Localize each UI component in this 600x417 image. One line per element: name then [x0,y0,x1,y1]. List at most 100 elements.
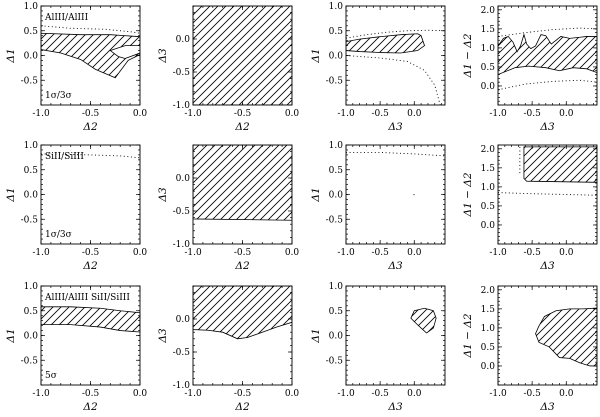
y-axis-label: Δ1 [310,48,322,63]
plot-frame [345,285,446,386]
shaded-region [193,145,292,221]
x-axis-label: Δ3 [387,401,403,413]
y-tick-label: 0.0 [176,174,191,184]
y-tick-label: 1.0 [329,2,344,12]
y-tick-label: -0.5 [21,215,39,225]
excluded-region [109,45,140,59]
y-tick-label: 0.5 [481,63,496,73]
panel-r2-c1: -1.0 -0.5 0.0 -0.5 0.0 0.5 1.0 Δ2 Δ1 SiII/SiIII 1σ… [5,141,147,272]
row-label: AlIII/AlIII SiII/SiIII [44,293,130,303]
y-tick-label: -0.5 [173,207,191,217]
shaded-region [498,33,597,75]
panel-r3-c4: -1.0 -0.5 0.0 0.0 0.5 1.0 1.5 2.0 Δ3 Δ1 − Δ2 [462,285,598,413]
y-tick-label: 0.0 [481,362,496,372]
y-tick-label: 0.5 [24,307,39,317]
x-tick-label: -0.5 [82,109,100,119]
x-tick-label: -1.0 [184,109,202,119]
y-tick-label: 0.0 [481,82,496,92]
y-axis-label: Δ1 [5,328,17,343]
y-tick-label: 0.0 [176,35,191,45]
x-axis-label: Δ2 [234,401,250,413]
panel-r3-c2: -1.0 -0.5 0.0 -1.0 -0.5 0.0 Δ2 Δ3 [157,285,300,413]
x-tick-label: -1.0 [489,248,507,258]
shaded-region [535,307,597,367]
x-tick-label: -1.0 [184,248,202,258]
y-tick-label: 0.0 [329,332,344,342]
dotted-contour [413,193,416,196]
x-axis-label: Δ3 [387,121,403,133]
y-axis-label: Δ1 [310,187,322,202]
x-tick-label: 0.0 [133,248,148,258]
y-tick-label: 0.5 [481,343,496,353]
x-axis-label: Δ2 [82,401,98,413]
x-axis-label: Δ2 [82,260,98,272]
x-axis-label: Δ2 [82,121,98,133]
y-tick-label: -1.0 [173,381,191,391]
x-tick-label: -0.5 [234,248,252,258]
x-axis-label: Δ2 [234,121,250,133]
y-tick-label: -0.5 [21,76,39,86]
x-tick-label: -0.5 [234,109,252,119]
y-tick-label: 2.0 [481,145,496,155]
y-axis-label: Δ3 [157,48,169,64]
panel-r1-c4: -1.0 -0.5 0.0 0.0 0.5 1.0 1.5 2.0 Δ3 Δ1 − Δ2 [462,5,598,133]
panel-r2-c3: -1.0 -0.5 0.0 -0.5 0.0 0.5 1.0 Δ3 Δ1 [310,141,446,272]
plot-area [498,27,597,91]
dotted-contour [498,79,597,91]
x-tick-label: 0.0 [285,389,300,399]
panel-r1-c1: -1.0 -0.5 0.0 -0.5 0.0 0.5 1.0 Δ2 Δ1 AlIII/AlIII 1… [5,2,147,133]
x-tick-label: 0.0 [559,109,574,119]
sigma-label: 1σ/3σ [45,91,72,101]
y-tick-label: 1.0 [329,282,344,292]
y-tick-label: 1.0 [24,282,39,292]
panel-r1-c3: -1.0 -0.5 0.0 -0.5 0.0 0.5 1.0 Δ3 Δ1 [310,2,446,133]
plot-area [410,307,437,334]
x-tick-label: 0.0 [285,248,300,258]
x-tick-label: -1.0 [337,248,355,258]
y-tick-label: -1.0 [173,240,191,250]
x-axis-label: Δ3 [539,260,555,272]
y-tick-label: 0.0 [24,52,39,62]
x-tick-label: 0.0 [407,109,422,119]
y-tick-label: 1.0 [481,44,496,54]
plot-area [193,145,292,221]
plot-area [535,307,597,367]
x-tick-label: -0.5 [82,248,100,258]
x-tick-label: -1.0 [489,109,507,119]
y-tick-label: 0.0 [176,315,191,325]
x-tick-label: -1.0 [337,109,355,119]
y-tick-label: 2.0 [481,6,496,16]
x-tick-label: -1.0 [32,389,50,399]
y-tick-label: -0.5 [173,348,191,358]
plot-area [346,29,445,105]
y-tick-label: 1.5 [481,305,496,315]
x-tick-label: 0.0 [559,389,574,399]
panel-r2-c2: -1.0 -0.5 0.0 -1.0 -0.5 0.0 Δ2 Δ3 [157,144,300,272]
y-tick-label: 1.0 [24,141,39,151]
row-label: AlIII/AlIII [44,13,89,23]
plot-area [193,286,292,340]
x-tick-label: -0.5 [234,389,252,399]
dotted-contour [346,151,445,157]
plot-area [41,25,140,79]
row-label: SiII/SiIII [45,152,84,162]
x-tick-label: -1.0 [184,389,202,399]
x-tick-label: 0.0 [133,389,148,399]
y-tick-label: 0.5 [24,27,39,37]
x-axis-label: Δ3 [387,260,403,272]
y-axis-label: Δ1 [5,48,17,63]
x-tick-label: 0.0 [407,389,422,399]
x-tick-label: -0.5 [82,389,100,399]
y-axis-label: Δ1 − Δ2 [462,313,474,358]
dotted-contour [41,25,140,34]
y-tick-label: 1.0 [24,2,39,12]
panel-r3-c3: -1.0 -0.5 0.0 -0.5 0.0 0.5 1.0 Δ3 Δ1 [310,282,446,413]
x-tick-label: -1.0 [32,109,50,119]
y-tick-label: 0.5 [329,307,344,317]
y-axis-label: Δ3 [157,187,169,203]
sigma-label: 1σ/3σ [45,230,72,240]
y-tick-label: -0.5 [326,76,344,86]
plot-area [498,146,597,196]
x-tick-label: 0.0 [407,248,422,258]
